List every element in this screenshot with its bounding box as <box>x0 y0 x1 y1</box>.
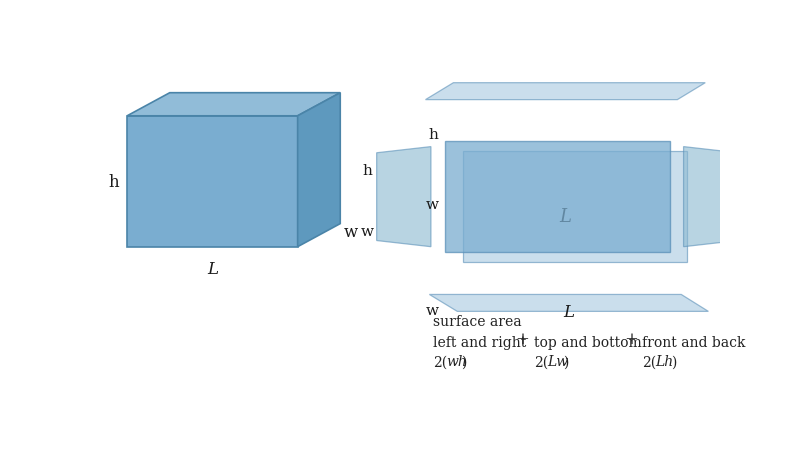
Text: ): ) <box>461 355 466 369</box>
Text: w: w <box>426 303 438 317</box>
Polygon shape <box>298 94 340 247</box>
Polygon shape <box>445 142 670 252</box>
Text: h: h <box>109 174 119 190</box>
Text: +: + <box>625 330 638 347</box>
Text: h: h <box>429 127 438 141</box>
Text: left and right: left and right <box>434 336 526 349</box>
Text: top and bottom: top and bottom <box>534 336 642 349</box>
Text: +: + <box>515 330 530 347</box>
Polygon shape <box>127 94 340 117</box>
Text: 2(: 2( <box>642 355 657 369</box>
Text: L: L <box>563 303 574 320</box>
Polygon shape <box>430 295 708 312</box>
Text: Lh: Lh <box>656 355 674 369</box>
Text: Lw: Lw <box>547 355 568 369</box>
Text: L: L <box>207 260 218 277</box>
Polygon shape <box>377 147 431 247</box>
Text: L: L <box>559 207 571 225</box>
Text: 2(: 2( <box>534 355 548 369</box>
Polygon shape <box>127 117 298 247</box>
Polygon shape <box>683 147 738 247</box>
Polygon shape <box>426 84 706 101</box>
Text: front and back: front and back <box>642 336 746 349</box>
Text: ): ) <box>671 355 677 369</box>
Text: w: w <box>344 224 358 240</box>
Text: h: h <box>362 163 372 177</box>
Polygon shape <box>462 152 687 263</box>
Text: w: w <box>426 198 438 212</box>
Text: 2(: 2( <box>434 355 447 369</box>
Text: ): ) <box>562 355 568 369</box>
Text: w: w <box>361 225 374 239</box>
Text: wh: wh <box>446 355 467 369</box>
Text: surface area: surface area <box>434 315 522 329</box>
